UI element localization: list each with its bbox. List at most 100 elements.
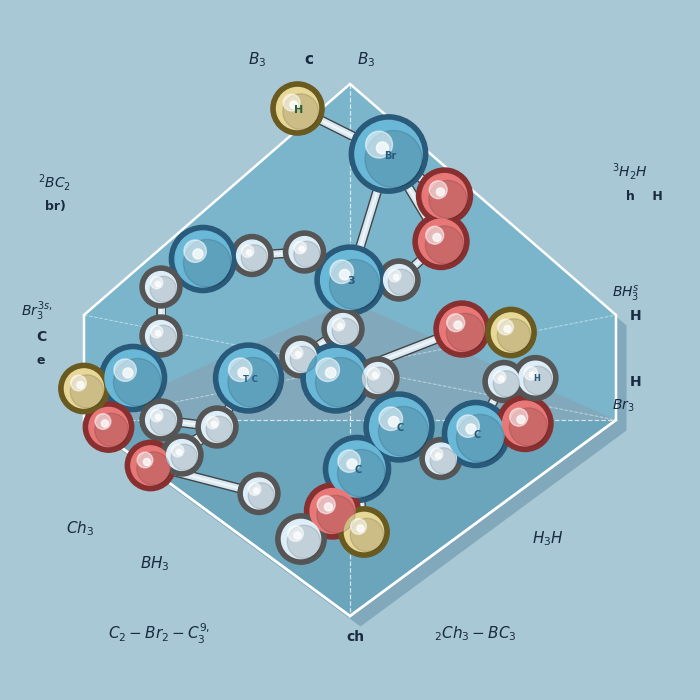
Circle shape [290, 101, 298, 108]
Circle shape [155, 414, 161, 420]
Text: C: C [355, 466, 362, 475]
Circle shape [430, 448, 443, 461]
Circle shape [483, 360, 525, 402]
Circle shape [393, 274, 399, 280]
Circle shape [89, 407, 128, 447]
Circle shape [155, 330, 161, 336]
Circle shape [146, 405, 176, 435]
Circle shape [426, 226, 463, 264]
Circle shape [299, 246, 304, 252]
Circle shape [294, 532, 301, 539]
Circle shape [206, 416, 232, 442]
Circle shape [150, 326, 176, 351]
Circle shape [287, 525, 321, 559]
Circle shape [426, 443, 456, 474]
Circle shape [150, 326, 163, 338]
Circle shape [454, 321, 462, 329]
Circle shape [434, 301, 490, 357]
Circle shape [513, 356, 558, 400]
Circle shape [524, 366, 552, 395]
Text: H: H [294, 104, 303, 115]
Circle shape [503, 401, 547, 446]
Circle shape [389, 270, 401, 282]
Circle shape [59, 363, 109, 414]
Circle shape [206, 416, 219, 429]
Text: c: c [304, 52, 314, 67]
Circle shape [340, 270, 350, 280]
Circle shape [510, 408, 547, 446]
Circle shape [290, 346, 303, 359]
Circle shape [489, 366, 519, 397]
Text: e: e [36, 354, 45, 367]
Circle shape [286, 342, 316, 372]
Circle shape [169, 225, 237, 293]
Circle shape [238, 473, 280, 514]
Circle shape [486, 307, 536, 358]
Circle shape [283, 94, 318, 130]
Circle shape [294, 241, 307, 254]
Polygon shape [94, 94, 626, 626]
Circle shape [146, 321, 176, 351]
Circle shape [219, 349, 278, 407]
Circle shape [231, 234, 273, 276]
Circle shape [140, 315, 182, 357]
Circle shape [326, 368, 336, 378]
Circle shape [365, 130, 422, 188]
Circle shape [491, 313, 531, 352]
Circle shape [519, 361, 552, 395]
Circle shape [429, 181, 447, 199]
Circle shape [248, 483, 261, 496]
Circle shape [357, 525, 364, 532]
Circle shape [384, 265, 414, 295]
Circle shape [322, 308, 364, 350]
Circle shape [284, 94, 300, 111]
Polygon shape [84, 420, 616, 616]
Circle shape [379, 407, 428, 456]
Circle shape [332, 318, 345, 331]
Circle shape [304, 483, 360, 539]
Circle shape [337, 323, 343, 329]
Circle shape [211, 421, 217, 427]
Circle shape [150, 410, 176, 435]
Circle shape [241, 245, 267, 271]
Circle shape [172, 444, 197, 470]
Circle shape [172, 444, 184, 457]
Circle shape [377, 142, 389, 154]
Text: H: H [630, 374, 642, 388]
Circle shape [99, 344, 167, 412]
Circle shape [176, 449, 182, 455]
Circle shape [161, 434, 203, 476]
Circle shape [442, 400, 510, 468]
Circle shape [94, 413, 128, 447]
Circle shape [71, 375, 86, 391]
Text: $B_3$: $B_3$ [248, 50, 267, 69]
Circle shape [433, 233, 441, 242]
Circle shape [420, 438, 462, 480]
Text: H: H [630, 309, 642, 323]
Circle shape [301, 343, 371, 413]
Text: $Ch_3$: $Ch_3$ [66, 519, 94, 538]
Circle shape [237, 240, 267, 271]
Circle shape [137, 452, 153, 468]
Text: C: C [36, 330, 47, 344]
Circle shape [351, 519, 366, 534]
Circle shape [136, 452, 170, 485]
Circle shape [349, 115, 428, 193]
Text: $H_3H$: $H_3H$ [532, 530, 564, 548]
Text: H: H [533, 374, 540, 384]
Circle shape [447, 314, 465, 332]
Circle shape [419, 219, 463, 264]
Circle shape [202, 412, 232, 442]
Circle shape [315, 245, 385, 315]
Circle shape [389, 270, 414, 295]
Circle shape [140, 399, 182, 441]
Circle shape [344, 512, 384, 552]
Circle shape [295, 351, 301, 357]
Circle shape [498, 376, 504, 382]
Text: Br: Br [384, 150, 396, 161]
Circle shape [347, 459, 357, 469]
Circle shape [378, 259, 420, 301]
Circle shape [332, 318, 358, 344]
Circle shape [330, 260, 354, 284]
Circle shape [125, 440, 176, 491]
